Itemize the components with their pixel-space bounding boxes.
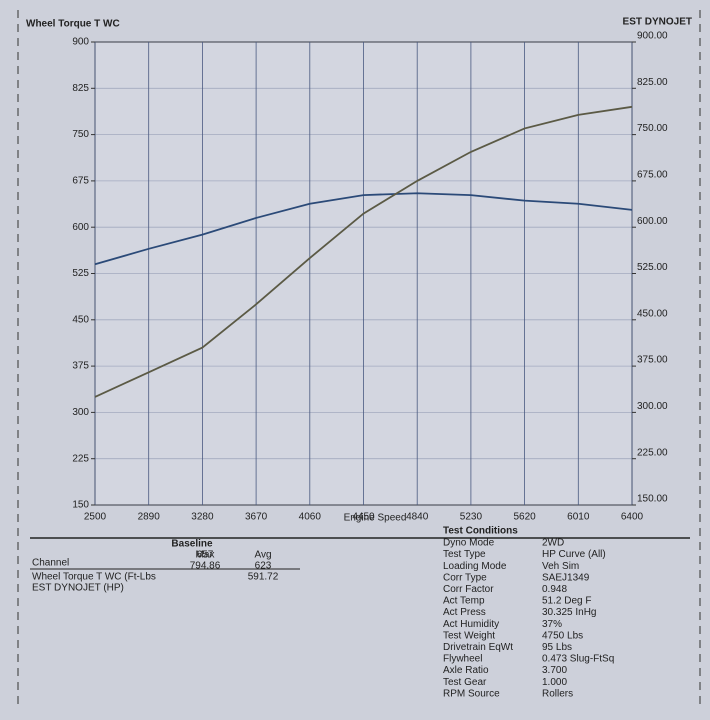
- x-tick-label: 3280: [191, 512, 214, 523]
- condition-key: Drivetrain EqWt: [443, 642, 513, 653]
- max-value: 794.86: [190, 561, 221, 572]
- column-header: Channel: [32, 558, 69, 569]
- condition-key: Corr Type: [443, 572, 487, 583]
- max-value: 657: [197, 550, 214, 561]
- x-tick-label: 6010: [567, 512, 590, 523]
- condition-key: Flywheel: [443, 654, 482, 665]
- condition-value: 4750 Lbs: [542, 630, 583, 641]
- condition-value: Rollers: [542, 688, 573, 699]
- condition-value: 1.000: [542, 677, 567, 688]
- column-header: Avg: [254, 550, 271, 561]
- y-tick-label: 900: [72, 37, 89, 48]
- y-tick-label: 225: [72, 453, 89, 464]
- y2-tick-label: 750.00: [637, 123, 668, 134]
- channel-name: Wheel Torque T WC (Ft-Lbs: [32, 572, 156, 583]
- condition-key: RPM Source: [443, 688, 500, 699]
- condition-key: Test Weight: [443, 630, 495, 641]
- condition-value: 51.2 Deg F: [542, 596, 591, 607]
- x-tick-label: 5230: [460, 512, 483, 523]
- y2-tick-label: 900.00: [637, 31, 668, 42]
- summary-title: Baseline: [171, 539, 213, 550]
- y-tick-label: 150: [72, 500, 89, 511]
- conditions-title: Test Conditions: [443, 526, 518, 537]
- condition-value: SAEJ1349: [542, 572, 590, 583]
- x-tick-label: 2890: [138, 512, 161, 523]
- condition-key: Test Gear: [443, 677, 487, 688]
- condition-key: Loading Mode: [443, 561, 507, 572]
- y2-tick-label: 300.00: [637, 401, 668, 412]
- y-tick-label: 450: [72, 314, 89, 325]
- condition-key: Act Humidity: [443, 619, 499, 630]
- condition-key: Act Temp: [443, 596, 485, 607]
- y2-tick-label: 675.00: [637, 170, 668, 181]
- y-tick-label: 300: [72, 407, 89, 418]
- y-tick-label: 600: [72, 222, 89, 233]
- series-line: [94, 105, 633, 398]
- condition-value: 37%: [542, 619, 562, 630]
- x-tick-label: 3670: [245, 512, 268, 523]
- y2-axis-label: EST DYNOJET: [623, 17, 692, 28]
- y2-tick-label: 375.00: [637, 355, 668, 366]
- condition-value: 95 Lbs: [542, 642, 572, 653]
- condition-value: Veh Sim: [542, 561, 579, 572]
- avg-value: 591.72: [248, 572, 279, 583]
- x-tick-label: 6400: [621, 512, 644, 523]
- condition-value: 0.473 Slug-FtSq: [542, 654, 614, 665]
- y-tick-label: 525: [72, 268, 89, 279]
- x-tick-label: 5620: [513, 512, 536, 523]
- y-tick-label: 675: [72, 176, 89, 187]
- condition-key: Act Press: [443, 607, 486, 618]
- x-axis-label: Engine Speed: [344, 513, 407, 524]
- condition-value: 0.948: [542, 584, 567, 595]
- y-tick-label: 375: [72, 361, 89, 372]
- y2-tick-label: 450.00: [637, 308, 668, 319]
- condition-key: Axle Ratio: [443, 665, 489, 676]
- channel-name: EST DYNOJET (HP): [32, 583, 124, 594]
- condition-value: 30.325 InHg: [542, 607, 597, 618]
- condition-key: Dyno Mode: [443, 538, 495, 549]
- condition-value: 3.700: [542, 665, 567, 676]
- x-tick-label: 4840: [406, 512, 429, 523]
- avg-value: 623: [255, 561, 272, 572]
- y2-tick-label: 225.00: [637, 447, 668, 458]
- x-tick-label: 2500: [84, 512, 107, 523]
- column-header: Max: [196, 550, 215, 561]
- x-tick-label: 4060: [299, 512, 322, 523]
- y-tick-label: 750: [72, 129, 89, 140]
- y-tick-label: 825: [72, 83, 89, 94]
- condition-value: 2WD: [542, 538, 564, 549]
- y2-tick-label: 600.00: [637, 216, 668, 227]
- y2-tick-label: 150.00: [637, 494, 668, 505]
- x-tick-label: 4450: [352, 512, 375, 523]
- condition-key: Corr Factor: [443, 584, 494, 595]
- y2-tick-label: 525.00: [637, 262, 668, 273]
- series-line: [94, 192, 633, 266]
- y-axis-label: Wheel Torque T WC: [26, 19, 120, 30]
- condition-value: HP Curve (All): [542, 549, 606, 560]
- condition-key: Test Type: [443, 549, 486, 560]
- y2-tick-label: 825.00: [637, 77, 668, 88]
